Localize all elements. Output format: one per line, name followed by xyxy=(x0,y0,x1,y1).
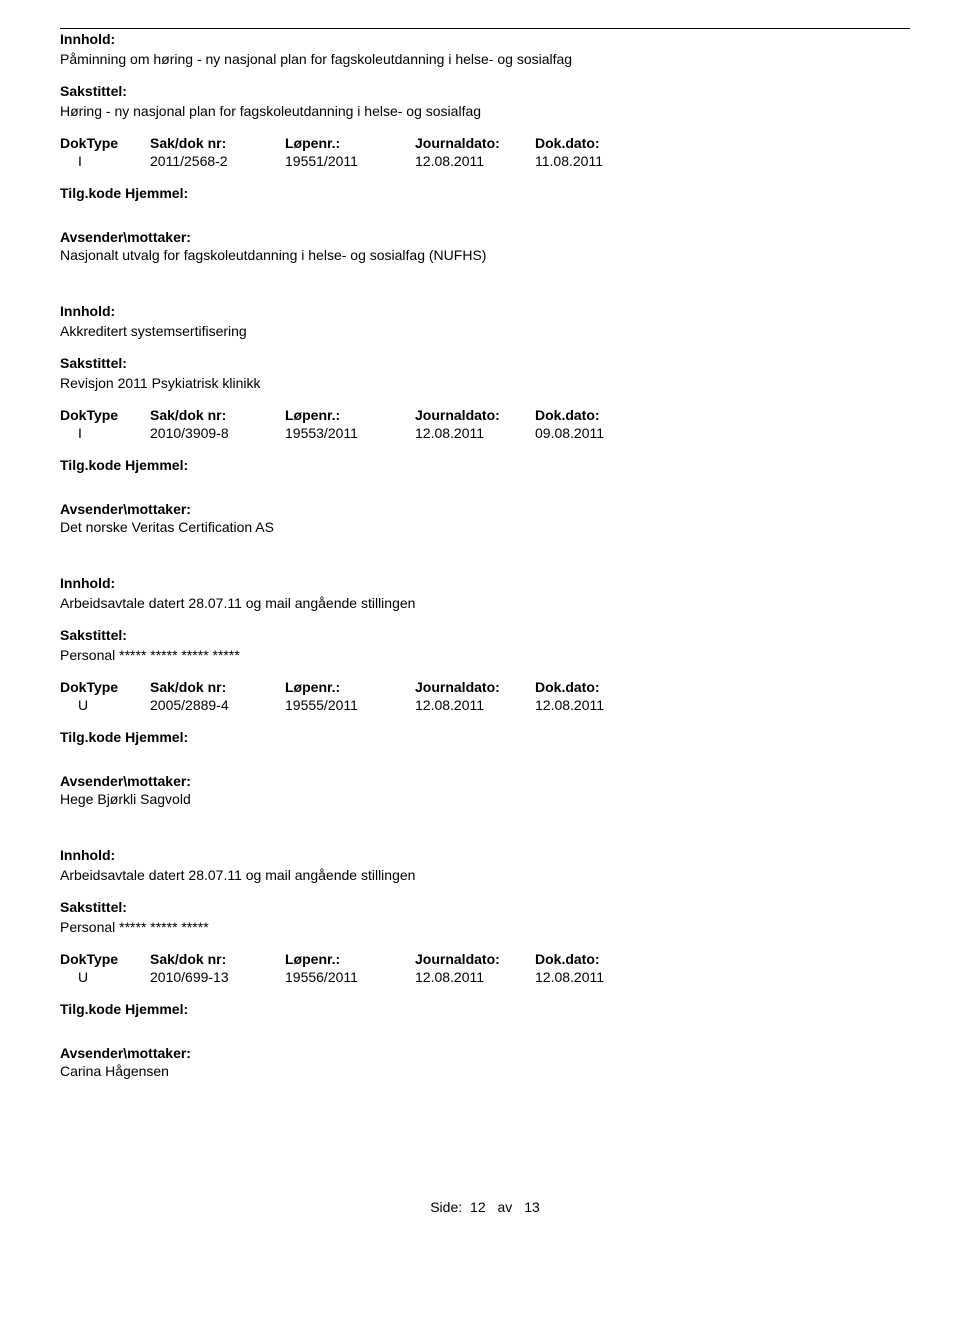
value-lopenr: 19555/2011 xyxy=(285,697,415,713)
header-doktype: DokType xyxy=(60,407,150,423)
header-sakdok: Sak/dok nr: xyxy=(150,407,285,423)
journal-entry: Innhold: Arbeidsavtale datert 28.07.11 o… xyxy=(60,575,910,807)
tilg-label: Tilg.kode xyxy=(60,457,121,473)
header-sakdok: Sak/dok nr: xyxy=(150,679,285,695)
sakstittel-label: Sakstittel: xyxy=(60,627,910,643)
footer-page-number: 12 xyxy=(470,1199,486,1215)
value-lopenr: 19553/2011 xyxy=(285,425,415,441)
avsender-label: Avsender\mottaker: xyxy=(60,1045,910,1061)
avsender-value: Det norske Veritas Certification AS xyxy=(60,519,910,535)
value-doktype: I xyxy=(60,153,150,169)
sakstittel-label: Sakstittel: xyxy=(60,899,910,915)
journal-entry: Innhold: Påminning om høring - ny nasjon… xyxy=(60,31,910,263)
value-journaldato: 12.08.2011 xyxy=(415,425,535,441)
header-journaldato: Journaldato: xyxy=(415,679,535,695)
header-doktype: DokType xyxy=(60,951,150,967)
meta-header-row: DokType Sak/dok nr: Løpenr.: Journaldato… xyxy=(60,679,910,695)
meta-data-row: U 2010/699-13 19556/2011 12.08.2011 12.0… xyxy=(60,969,910,985)
header-journaldato: Journaldato: xyxy=(415,951,535,967)
header-lopenr: Løpenr.: xyxy=(285,135,415,151)
avsender-value: Nasjonalt utvalg for fagskoleutdanning i… xyxy=(60,247,910,263)
sakstittel-label: Sakstittel: xyxy=(60,355,910,371)
value-sakdok: 2005/2889-4 xyxy=(150,697,285,713)
journal-entry: Innhold: Arbeidsavtale datert 28.07.11 o… xyxy=(60,847,910,1079)
sakstittel-value: Personal ***** ***** ***** xyxy=(60,919,910,935)
value-dokdato: 11.08.2011 xyxy=(535,153,655,169)
meta-data-row: U 2005/2889-4 19555/2011 12.08.2011 12.0… xyxy=(60,697,910,713)
header-dokdato: Dok.dato: xyxy=(535,951,655,967)
avsender-value: Carina Hågensen xyxy=(60,1063,910,1079)
header-lopenr: Løpenr.: xyxy=(285,679,415,695)
tilg-label: Tilg.kode xyxy=(60,185,121,201)
avsender-value: Hege Bjørkli Sagvold xyxy=(60,791,910,807)
value-sakdok: 2010/699-13 xyxy=(150,969,285,985)
value-journaldato: 12.08.2011 xyxy=(415,697,535,713)
header-lopenr: Løpenr.: xyxy=(285,951,415,967)
value-doktype: U xyxy=(60,969,150,985)
tilg-label: Tilg.kode xyxy=(60,729,121,745)
section-divider xyxy=(60,28,910,29)
hjemmel-label: Hjemmel: xyxy=(125,457,188,473)
value-dokdato: 12.08.2011 xyxy=(535,697,655,713)
value-journaldato: 12.08.2011 xyxy=(415,969,535,985)
header-journaldato: Journaldato: xyxy=(415,135,535,151)
meta-header-row: DokType Sak/dok nr: Løpenr.: Journaldato… xyxy=(60,407,910,423)
header-dokdato: Dok.dato: xyxy=(535,135,655,151)
value-doktype: I xyxy=(60,425,150,441)
value-sakdok: 2010/3909-8 xyxy=(150,425,285,441)
header-journaldato: Journaldato: xyxy=(415,407,535,423)
value-journaldato: 12.08.2011 xyxy=(415,153,535,169)
tilg-hjemmel-row: Tilg.kode Hjemmel: xyxy=(60,457,910,473)
page-footer: Side: 12 av 13 xyxy=(60,1199,910,1215)
innhold-value: Arbeidsavtale datert 28.07.11 og mail an… xyxy=(60,595,910,611)
tilg-label: Tilg.kode xyxy=(60,1001,121,1017)
innhold-value: Arbeidsavtale datert 28.07.11 og mail an… xyxy=(60,867,910,883)
header-dokdato: Dok.dato: xyxy=(535,407,655,423)
sakstittel-value: Høring - ny nasjonal plan for fagskoleut… xyxy=(60,103,910,119)
value-doktype: U xyxy=(60,697,150,713)
document-page: Innhold: Påminning om høring - ny nasjon… xyxy=(0,0,960,1255)
tilg-hjemmel-row: Tilg.kode Hjemmel: xyxy=(60,729,910,745)
sakstittel-value: Personal ***** ***** ***** ***** xyxy=(60,647,910,663)
value-lopenr: 19551/2011 xyxy=(285,153,415,169)
innhold-value: Påminning om høring - ny nasjonal plan f… xyxy=(60,51,910,67)
innhold-value: Akkreditert systemsertifisering xyxy=(60,323,910,339)
sakstittel-label: Sakstittel: xyxy=(60,83,910,99)
tilg-hjemmel-row: Tilg.kode Hjemmel: xyxy=(60,185,910,201)
header-doktype: DokType xyxy=(60,135,150,151)
header-lopenr: Løpenr.: xyxy=(285,407,415,423)
journal-entry: Innhold: Akkreditert systemsertifisering… xyxy=(60,303,910,535)
value-dokdato: 12.08.2011 xyxy=(535,969,655,985)
hjemmel-label: Hjemmel: xyxy=(125,729,188,745)
header-doktype: DokType xyxy=(60,679,150,695)
value-lopenr: 19556/2011 xyxy=(285,969,415,985)
hjemmel-label: Hjemmel: xyxy=(125,185,188,201)
avsender-label: Avsender\mottaker: xyxy=(60,229,910,245)
meta-header-row: DokType Sak/dok nr: Løpenr.: Journaldato… xyxy=(60,951,910,967)
footer-av-label: av xyxy=(498,1199,513,1215)
avsender-label: Avsender\mottaker: xyxy=(60,773,910,789)
header-dokdato: Dok.dato: xyxy=(535,679,655,695)
innhold-label: Innhold: xyxy=(60,303,910,319)
tilg-hjemmel-row: Tilg.kode Hjemmel: xyxy=(60,1001,910,1017)
hjemmel-label: Hjemmel: xyxy=(125,1001,188,1017)
avsender-label: Avsender\mottaker: xyxy=(60,501,910,517)
innhold-label: Innhold: xyxy=(60,31,910,47)
innhold-label: Innhold: xyxy=(60,575,910,591)
meta-data-row: I 2011/2568-2 19551/2011 12.08.2011 11.0… xyxy=(60,153,910,169)
value-dokdato: 09.08.2011 xyxy=(535,425,655,441)
innhold-label: Innhold: xyxy=(60,847,910,863)
value-sakdok: 2011/2568-2 xyxy=(150,153,285,169)
footer-side-label: Side: xyxy=(430,1199,462,1215)
sakstittel-value: Revisjon 2011 Psykiatrisk klinikk xyxy=(60,375,910,391)
footer-total-pages: 13 xyxy=(524,1199,540,1215)
header-sakdok: Sak/dok nr: xyxy=(150,135,285,151)
header-sakdok: Sak/dok nr: xyxy=(150,951,285,967)
meta-data-row: I 2010/3909-8 19553/2011 12.08.2011 09.0… xyxy=(60,425,910,441)
meta-header-row: DokType Sak/dok nr: Løpenr.: Journaldato… xyxy=(60,135,910,151)
